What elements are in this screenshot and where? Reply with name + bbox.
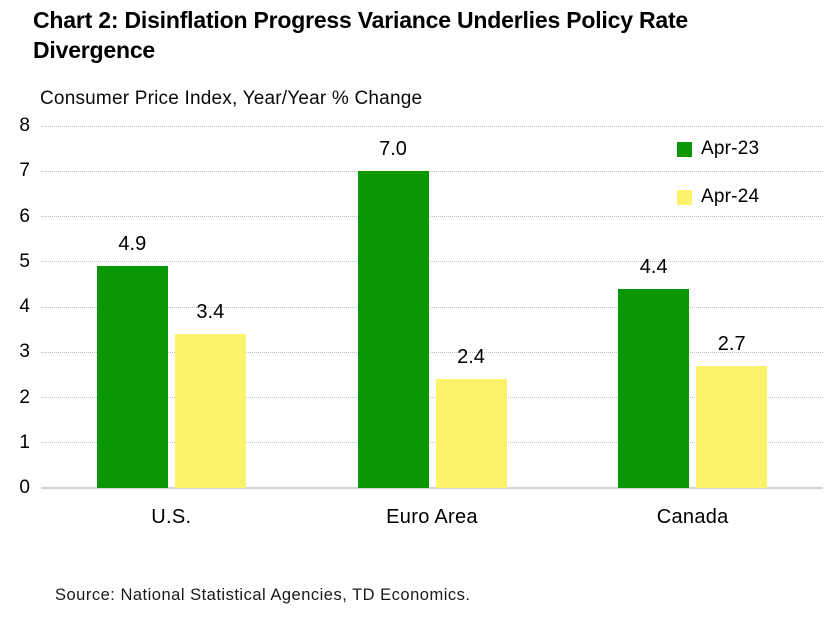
x-category-label-euro-area: Euro Area xyxy=(386,506,478,528)
bar-group-canada: 4.4 2.7 xyxy=(562,126,823,488)
gridline xyxy=(41,261,823,263)
y-tick-label: 3 xyxy=(19,341,30,363)
bar-apr23-euro-area xyxy=(357,171,429,488)
bar-apr24-us xyxy=(174,334,246,488)
gridline xyxy=(41,396,823,398)
bar-column: 3.4 xyxy=(174,126,246,488)
gridline xyxy=(41,126,823,127)
y-tick-label: 6 xyxy=(19,205,30,227)
bar-value-label: 2.7 xyxy=(717,332,746,355)
y-axis-tick-labels: 8 7 6 5 4 3 2 1 0 xyxy=(0,115,30,499)
gridline xyxy=(41,306,823,308)
bar-value-label: 4.9 xyxy=(118,233,147,256)
chart-title: Chart 2: Disinflation Progress Variance … xyxy=(33,7,689,64)
y-tick-label: 0 xyxy=(19,477,30,498)
y-tick-label: 8 xyxy=(19,115,30,136)
bar-column: 4.9 xyxy=(96,126,168,488)
bar-value-label: 4.4 xyxy=(639,255,668,278)
gridline xyxy=(41,171,823,173)
legend: Apr-23 Apr-24 xyxy=(677,138,759,234)
bar-apr24-canada xyxy=(696,365,768,488)
gridline xyxy=(41,216,823,218)
chart-subtitle: Consumer Price Index, Year/Year % Change xyxy=(40,88,423,109)
bar-value-label: 7.0 xyxy=(379,138,407,161)
bar-column: 7.0 xyxy=(357,126,429,488)
bar-group-euro-area: 7.0 2.4 xyxy=(302,126,563,488)
bar-value-label: 2.4 xyxy=(457,346,485,369)
gridline xyxy=(41,441,823,443)
bar-apr23-canada xyxy=(618,288,690,488)
y-tick-label: 7 xyxy=(19,160,30,182)
bar-group-us: 4.9 3.4 xyxy=(41,126,302,488)
bar-column: 2.7 xyxy=(696,126,768,488)
bar-apr24-euro-area xyxy=(435,379,507,488)
bar-value-label: 3.4 xyxy=(196,301,225,324)
source-note: Source: National Statistical Agencies, T… xyxy=(55,586,471,604)
y-tick-label: 2 xyxy=(19,386,30,408)
bar-column: 2.4 xyxy=(435,126,507,488)
legend-label-apr23: Apr-23 xyxy=(701,138,760,159)
y-tick-label: 5 xyxy=(19,250,30,272)
plot-area: 4.9 3.4 7.0 2.4 4.4 2.7 xyxy=(41,126,823,488)
legend-item-apr24: Apr-24 xyxy=(677,186,759,208)
y-tick-label: 4 xyxy=(19,296,30,317)
x-axis-baseline xyxy=(41,487,823,489)
legend-item-apr23: Apr-23 xyxy=(677,138,759,160)
x-category-label-canada: Canada xyxy=(656,506,729,528)
bar-column: 4.4 xyxy=(618,126,690,488)
legend-label-apr24: Apr-24 xyxy=(701,186,760,207)
gridline xyxy=(41,351,823,353)
legend-swatch-apr24-icon xyxy=(677,189,692,205)
legend-swatch-apr23-icon xyxy=(677,141,692,157)
x-axis-category-labels: U.S. Euro Area Canada xyxy=(41,506,823,529)
gridlines xyxy=(41,126,823,489)
y-tick-label: 1 xyxy=(19,431,30,453)
bar-apr23-us xyxy=(96,266,168,488)
x-category-label-us: U.S. xyxy=(151,506,192,528)
